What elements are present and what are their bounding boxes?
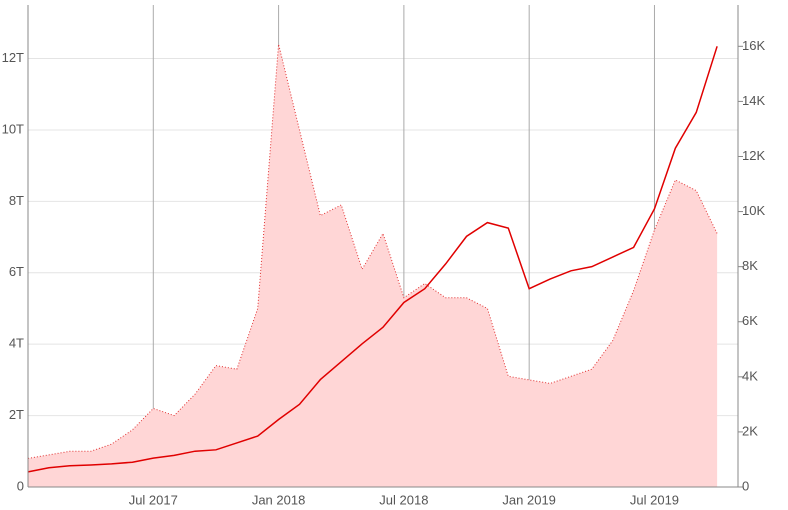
y-tick-label: 12T bbox=[2, 50, 24, 65]
y2-tick-label: 2K bbox=[742, 423, 758, 438]
x-tick-label: Jan 2019 bbox=[502, 492, 556, 507]
y2-tick-label: 10K bbox=[742, 203, 765, 218]
x-tick-label: Jul 2017 bbox=[129, 492, 178, 507]
line bbox=[27, 46, 718, 473]
y2-tick-label: 8K bbox=[742, 258, 758, 273]
y-tick-label: 4T bbox=[9, 336, 24, 351]
y-tick-label: 8T bbox=[9, 193, 24, 208]
area-outline bbox=[27, 44, 718, 459]
x-tick-label: Jul 2018 bbox=[379, 492, 428, 507]
x-tick-label: Jul 2019 bbox=[630, 492, 679, 507]
y2-tick-label: 6K bbox=[742, 313, 758, 328]
y2-tick-label: 4K bbox=[742, 368, 758, 383]
y-tick-label: 0 bbox=[17, 478, 24, 493]
y2-tick-label: 16K bbox=[742, 38, 765, 53]
y2-tick-label: 0 bbox=[742, 478, 749, 493]
area-fill bbox=[28, 44, 718, 487]
y-tick-label: 2T bbox=[9, 407, 24, 422]
y-tick-label: 6T bbox=[9, 264, 24, 279]
y2-tick-label: 14K bbox=[742, 93, 765, 108]
x-tick-label: Jan 2018 bbox=[252, 492, 306, 507]
y2-tick-label: 12K bbox=[742, 148, 765, 163]
y-tick-label: 10T bbox=[2, 121, 24, 136]
